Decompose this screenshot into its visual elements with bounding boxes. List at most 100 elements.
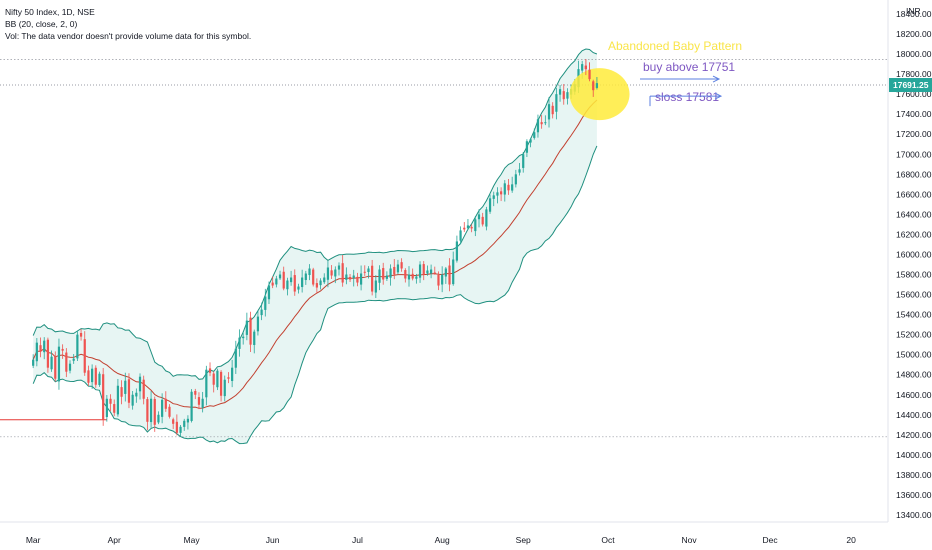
bollinger-lower-band xyxy=(32,145,598,445)
candle xyxy=(470,224,473,233)
candle-body xyxy=(404,270,407,279)
candle xyxy=(566,88,569,105)
candle-body xyxy=(179,426,182,433)
candle-body xyxy=(418,264,422,278)
candle xyxy=(83,331,86,376)
candle xyxy=(208,362,212,377)
candle xyxy=(437,271,440,291)
candle-body xyxy=(142,379,145,399)
candle-body xyxy=(190,391,193,421)
candle-body xyxy=(197,397,201,405)
time-axis[interactable]: Mar Apr May Jun Jul Aug Sep Oct Nov Dec 20 xyxy=(0,521,888,545)
candle-body xyxy=(326,267,330,280)
candle-body xyxy=(275,278,278,285)
candle xyxy=(426,265,429,276)
candle xyxy=(142,375,145,405)
price-tick-label: 17400.00 xyxy=(896,109,932,119)
candle-body xyxy=(319,280,322,286)
candle-body xyxy=(278,274,282,279)
candle xyxy=(271,276,274,289)
candle-body xyxy=(470,226,473,229)
candle-body xyxy=(352,275,355,279)
candle xyxy=(120,380,123,405)
candle-body xyxy=(32,359,35,366)
candle-body xyxy=(562,91,565,100)
price-axis[interactable]: 13400.00 13600.00 13800.00 14000.00 14200.00… xyxy=(887,0,932,522)
candle-body xyxy=(153,398,156,425)
candle xyxy=(98,371,101,387)
candle-body xyxy=(345,274,348,280)
candle xyxy=(264,288,267,317)
candle xyxy=(186,415,190,430)
time-tick-label: Apr xyxy=(108,535,121,545)
candle xyxy=(551,102,554,119)
candle xyxy=(212,371,215,393)
candle xyxy=(109,394,112,412)
candle xyxy=(278,270,282,281)
volume-legend[interactable]: Vol: The data vendor doesn't provide vol… xyxy=(5,31,252,41)
candle xyxy=(529,137,532,148)
buy-arrow-head xyxy=(712,75,721,83)
candle xyxy=(514,169,517,188)
candle xyxy=(466,218,470,230)
candle xyxy=(249,311,252,352)
candle-body xyxy=(253,331,256,346)
price-tick-label: 14000.00 xyxy=(896,450,932,460)
candle xyxy=(459,226,462,245)
price-tick-label: 15000.00 xyxy=(896,350,932,360)
candle-body xyxy=(61,348,64,351)
candle xyxy=(153,396,156,432)
bollinger-legend[interactable]: BB (20, close, 2, 0) xyxy=(5,19,78,29)
candle-body xyxy=(168,406,171,417)
candle xyxy=(131,390,134,410)
candle xyxy=(389,264,392,286)
candle xyxy=(242,331,245,345)
candle xyxy=(238,329,241,357)
time-tick-label: Jul xyxy=(352,535,363,545)
annotation-layer[interactable]: Abandoned Baby Pattern buy above 17751 slo… xyxy=(569,39,743,121)
candle-body xyxy=(109,398,112,404)
candle-body xyxy=(393,266,396,275)
candle xyxy=(452,251,455,286)
time-tick-label: Nov xyxy=(681,535,697,545)
bollinger-fill xyxy=(33,49,597,444)
time-tick-label: Jun xyxy=(266,535,280,545)
candle-body xyxy=(459,230,462,241)
candle-body xyxy=(426,270,429,274)
candle-body xyxy=(525,141,529,153)
candle-body xyxy=(330,270,333,276)
candle xyxy=(393,258,396,280)
candle-body xyxy=(415,276,418,279)
candle-body xyxy=(146,399,149,422)
candle xyxy=(76,330,79,361)
candle xyxy=(50,350,53,372)
candle-body xyxy=(411,273,414,279)
candle-body xyxy=(536,119,540,133)
candle-body xyxy=(315,283,318,288)
candle xyxy=(562,84,565,105)
candle xyxy=(234,340,237,374)
reference-lines-layer xyxy=(0,59,888,438)
candle xyxy=(124,372,127,402)
price-tick-label: 15800.00 xyxy=(896,270,932,280)
candle-body xyxy=(474,219,477,232)
pattern-candle-body xyxy=(584,65,587,70)
symbol-title[interactable]: Nifty 50 Index, 1D, NSE xyxy=(5,7,95,17)
candle-body xyxy=(238,337,241,349)
candle-body xyxy=(492,195,495,199)
candle xyxy=(348,274,352,282)
candle-body xyxy=(131,394,134,406)
candle xyxy=(35,338,38,367)
candle-body xyxy=(382,268,385,280)
candle xyxy=(374,275,377,299)
candle xyxy=(205,365,208,406)
candle xyxy=(547,97,551,128)
candle xyxy=(297,283,300,294)
candle-body xyxy=(448,265,451,285)
candle-body xyxy=(68,363,72,371)
candle-body xyxy=(164,398,167,409)
time-tick-label: Sep xyxy=(516,535,531,545)
candle xyxy=(359,265,363,291)
candle xyxy=(312,267,315,287)
